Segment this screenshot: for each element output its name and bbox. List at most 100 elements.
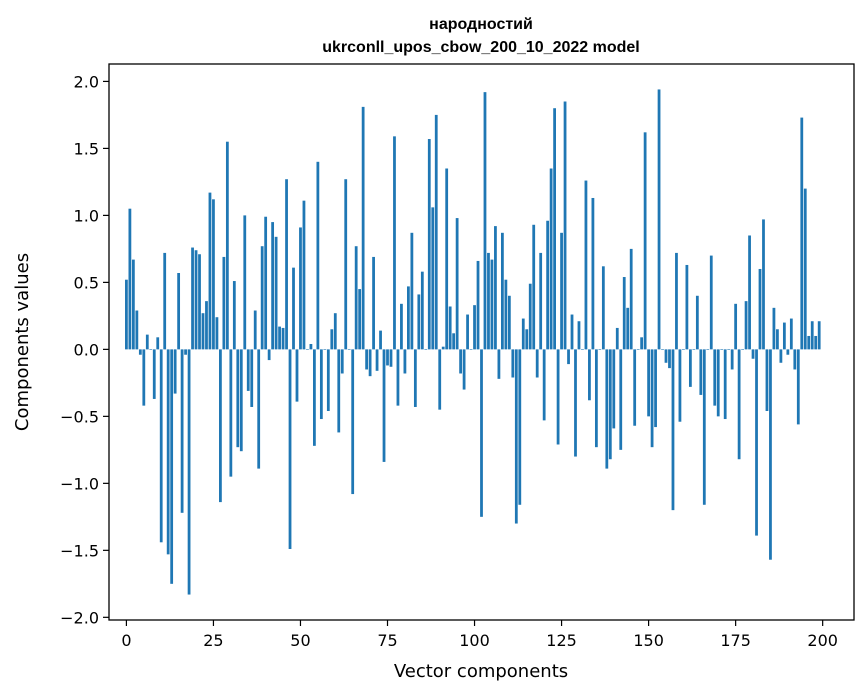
x-tick-label: 200 xyxy=(807,631,838,650)
bar xyxy=(135,310,139,350)
bar xyxy=(306,349,309,350)
bar xyxy=(448,306,452,350)
bar xyxy=(337,349,341,433)
bar xyxy=(810,321,814,350)
x-tick-label: 125 xyxy=(546,631,577,650)
bar xyxy=(553,108,556,350)
bar xyxy=(438,349,442,410)
bar xyxy=(789,318,793,350)
bar xyxy=(668,349,671,369)
bar xyxy=(796,349,800,425)
bar xyxy=(229,349,233,477)
bar xyxy=(500,232,504,350)
bar xyxy=(730,349,734,370)
bar xyxy=(274,236,278,350)
bar xyxy=(619,349,623,450)
bar xyxy=(685,264,689,350)
bar xyxy=(608,349,612,460)
bar xyxy=(295,349,299,402)
bar xyxy=(170,349,174,584)
bar xyxy=(737,349,741,460)
bar xyxy=(556,349,560,445)
bar xyxy=(521,318,525,350)
bar xyxy=(577,321,581,350)
bar xyxy=(410,232,414,350)
bar xyxy=(723,349,727,420)
x-axis-ticks: 0 25 50 75 100 125 150 175 200 xyxy=(121,620,838,650)
bar xyxy=(271,222,275,350)
bar xyxy=(166,349,170,555)
bar xyxy=(420,271,424,350)
y-tick-label: 1.5 xyxy=(74,139,99,158)
bar xyxy=(581,349,584,350)
bar xyxy=(302,200,306,350)
bar xyxy=(487,252,490,350)
bar xyxy=(605,349,609,469)
x-tick-label: 0 xyxy=(121,631,131,650)
bar xyxy=(431,207,435,350)
bar xyxy=(243,215,247,350)
bar xyxy=(389,349,393,367)
bar xyxy=(539,252,543,350)
bar xyxy=(762,219,765,350)
y-tick-label: −2.0 xyxy=(60,608,99,627)
bar xyxy=(570,314,574,350)
y-tick-label: −0.5 xyxy=(60,407,99,426)
bar xyxy=(462,349,466,390)
bar xyxy=(560,232,563,350)
bar xyxy=(807,335,811,350)
bar xyxy=(187,349,191,595)
bar xyxy=(786,349,790,355)
bar xyxy=(751,349,755,359)
bar xyxy=(159,349,163,543)
bar xyxy=(340,349,344,374)
bar xyxy=(664,349,668,363)
bar xyxy=(316,161,320,350)
chart-title: народностий xyxy=(429,16,533,33)
x-tick-label: 100 xyxy=(459,631,490,650)
bar xyxy=(246,349,250,391)
bar xyxy=(803,188,807,350)
bar xyxy=(793,349,797,370)
x-tick-label: 25 xyxy=(203,631,223,650)
bar xyxy=(201,313,205,350)
bar xyxy=(173,349,177,394)
bar xyxy=(445,168,449,350)
bar xyxy=(473,305,476,350)
bar xyxy=(779,349,783,363)
bar xyxy=(351,349,355,495)
bar xyxy=(702,349,706,505)
x-tick-label: 175 xyxy=(720,631,751,650)
x-axis-label: Vector components xyxy=(394,661,568,682)
bar xyxy=(131,259,135,350)
bar xyxy=(354,246,358,350)
bar xyxy=(400,303,403,350)
bar xyxy=(675,252,678,350)
bar xyxy=(205,301,208,350)
bar xyxy=(128,208,132,350)
bar xyxy=(591,197,595,350)
bar xyxy=(219,349,222,503)
bar xyxy=(528,283,532,350)
bar xyxy=(744,301,748,350)
x-tick-label: 150 xyxy=(633,631,664,650)
bar xyxy=(403,349,407,374)
bar xyxy=(138,349,142,355)
bar xyxy=(636,349,640,350)
bar xyxy=(441,346,445,350)
bar xyxy=(198,254,201,350)
bar xyxy=(549,168,553,350)
bar xyxy=(459,349,463,374)
bar xyxy=(480,349,483,517)
bar xyxy=(299,227,302,350)
bar xyxy=(507,295,511,350)
bar xyxy=(267,349,271,361)
bar xyxy=(281,327,285,350)
bar xyxy=(650,349,654,448)
bar xyxy=(678,349,682,422)
bar xyxy=(734,303,738,350)
bar xyxy=(633,349,637,426)
bar xyxy=(584,180,588,350)
bar xyxy=(424,349,428,350)
